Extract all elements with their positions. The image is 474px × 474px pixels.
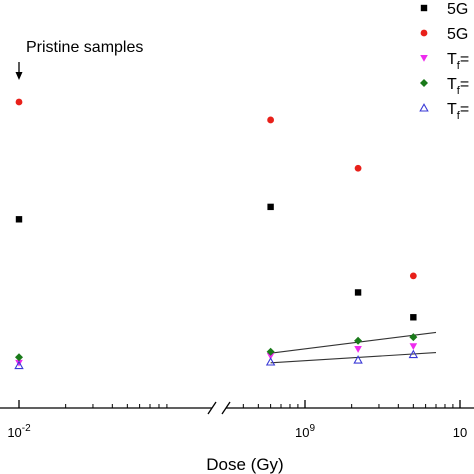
legend: 5G 5G Tf= Tf= Tf=	[419, 1, 469, 122]
data-point	[14, 360, 24, 370]
legend-marker	[420, 79, 428, 87]
legend-marker	[420, 29, 428, 37]
data-point	[409, 272, 417, 280]
series-1	[15, 203, 417, 321]
series-2	[15, 98, 417, 280]
data-point	[15, 353, 23, 362]
series-4	[15, 333, 418, 362]
x-tick-label: 10	[453, 425, 467, 440]
data-point	[409, 343, 418, 351]
data-point	[354, 289, 362, 296]
legend-label: Tf=	[447, 76, 469, 97]
legend-label: Tf=	[447, 51, 469, 72]
legend-label: 5G	[447, 1, 468, 18]
data-point	[409, 333, 418, 342]
data-point	[353, 355, 363, 364]
legend-marker	[419, 103, 429, 112]
legend-marker	[420, 4, 428, 12]
data-point	[354, 346, 362, 353]
legend-label: 5G	[447, 26, 468, 43]
data-point	[267, 116, 275, 124]
data-point	[267, 203, 274, 211]
data-point	[410, 314, 417, 321]
data-point	[266, 352, 275, 360]
annotation: Pristine samples	[15, 39, 143, 80]
data-point	[354, 336, 363, 345]
series-3	[15, 343, 418, 367]
legend-marker	[420, 55, 428, 62]
series-5	[14, 349, 419, 370]
data-point	[265, 357, 276, 366]
axis-break-mark	[207, 401, 217, 415]
legend-label: Tf=	[447, 101, 469, 122]
x-axis-title: Dose (Gy)	[206, 455, 283, 474]
fit-line	[270, 331, 437, 354]
x-tick-label: 10-2	[7, 423, 31, 440]
axes: 10-2 109 10	[0, 400, 474, 440]
pristine-samples-label: Pristine samples	[26, 39, 143, 56]
data-point	[15, 98, 23, 106]
data-point	[266, 347, 275, 356]
data-point	[408, 349, 419, 359]
fit-line	[270, 352, 437, 364]
data-point	[354, 164, 362, 172]
axis-break-mark	[221, 401, 231, 415]
data-point	[15, 216, 23, 223]
x-tick-label: 109	[295, 423, 315, 440]
fit-lines	[270, 331, 437, 364]
data-point	[15, 359, 23, 367]
pristine-arrow-head	[15, 72, 23, 80]
chart-marks	[14, 98, 419, 370]
